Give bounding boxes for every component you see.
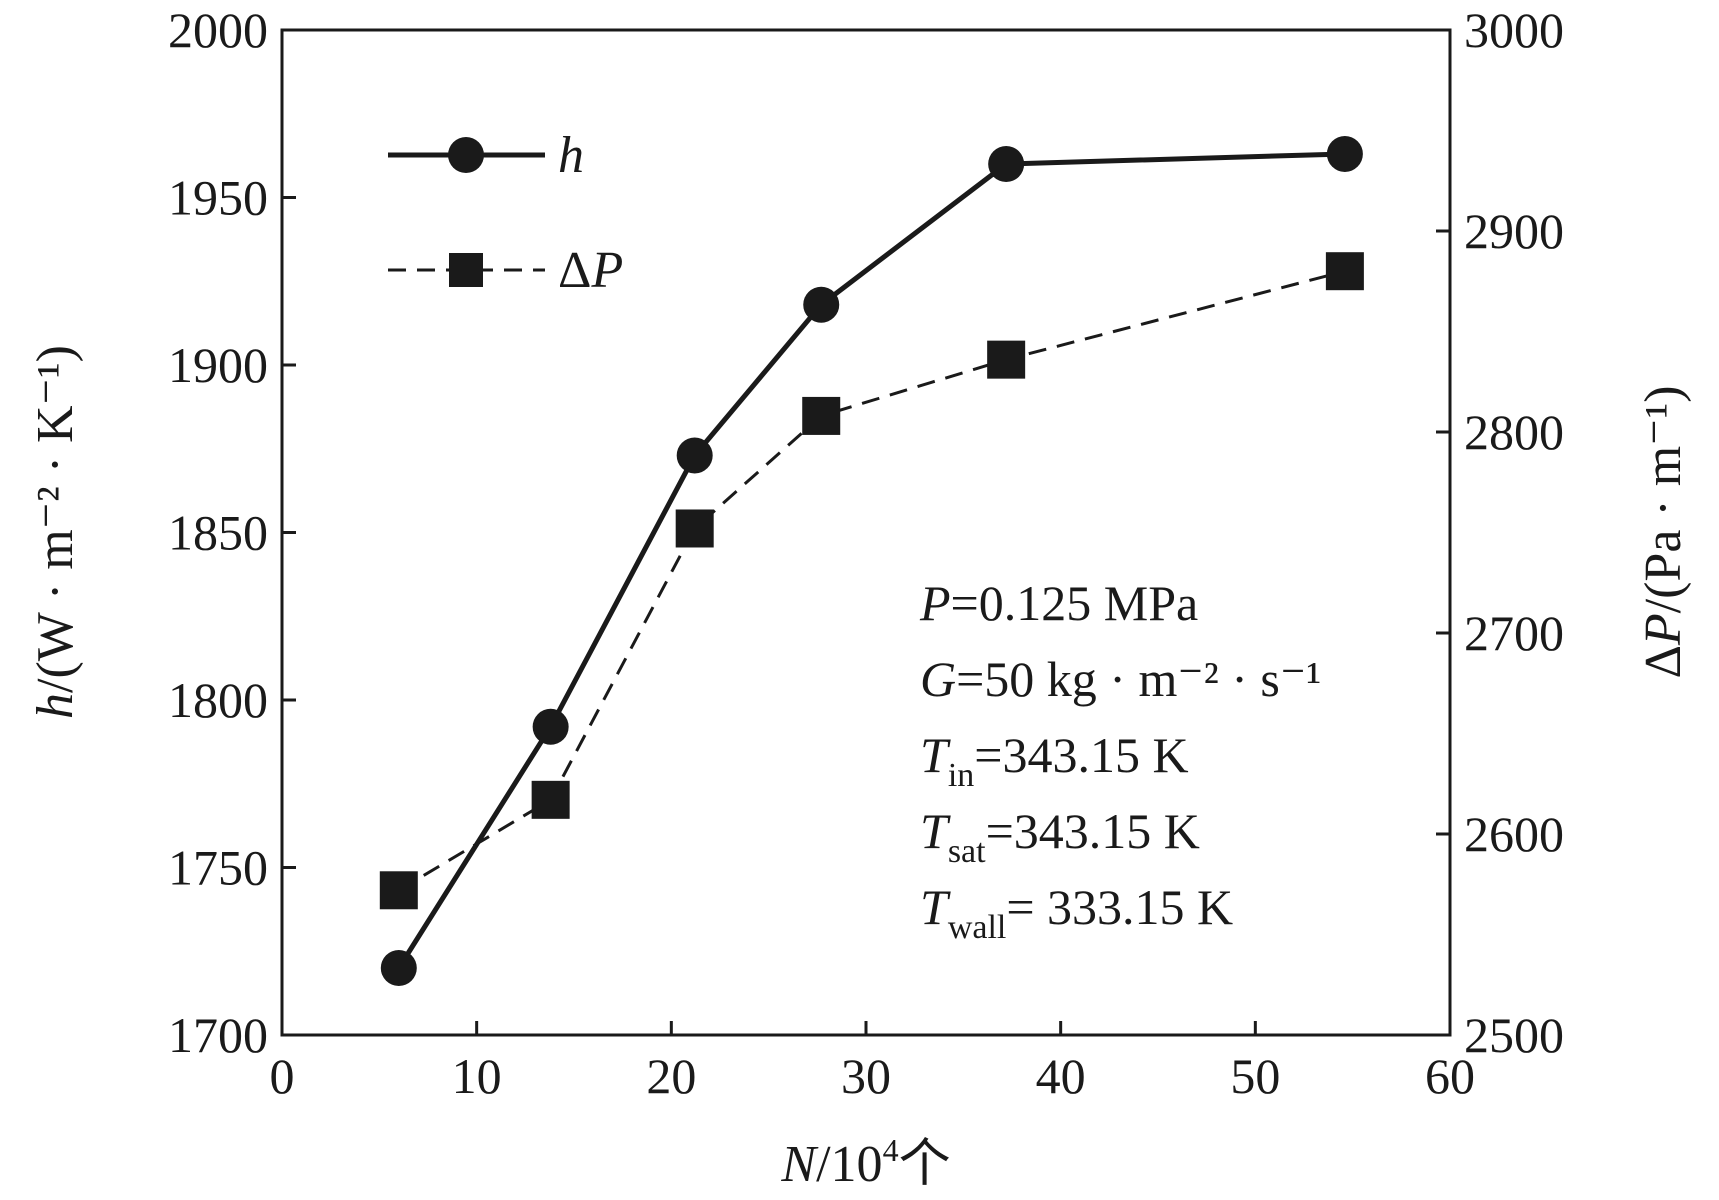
x-axis-label-var: N [780,1136,819,1193]
series-layer [379,135,1364,986]
legend-label-dp: ΔP [558,242,623,299]
x-tick-label: 10 [452,1048,502,1104]
left-y-tick-label: 1950 [168,170,268,226]
right-y-tick-label: 2600 [1464,806,1564,862]
annotation-text: =50 kg · m⁻² · s⁻¹ [956,651,1321,707]
annotation-var: T [920,803,951,859]
left-y-axis-label-text: /(W · m⁻² · K⁻¹) [27,345,84,693]
x-tick-label: 60 [1425,1048,1475,1104]
annotation-sub: sat [948,833,986,870]
x-tick-label: 0 [270,1048,295,1104]
right-y-tick-label: 2700 [1464,605,1564,661]
right-y-axis-label-text: /(Pa · m⁻¹) [1635,385,1692,613]
annotation-text: =343.15 K [986,803,1200,859]
data-point-h [1326,135,1363,172]
data-point-h [988,146,1025,182]
right-y-tick-label: 2900 [1464,203,1564,259]
annotation-var: G [920,651,956,707]
annotation-line: Tsat=343.15 K [920,803,1200,870]
series-line-h [396,151,1345,970]
annotation-var: P [919,575,951,631]
legend-label-dp-delta: Δ [558,242,591,299]
legend-marker-h [448,137,484,173]
left-y-axis-ticks: 1700 1750 1800 1850 1900 1950 2000 [168,2,296,1063]
right-y-axis-label: ΔP/(Pa · m⁻¹) [1635,385,1692,678]
left-y-tick-label: 2000 [168,2,268,58]
legend-label-h: h [558,127,584,184]
left-y-axis-label-var: h [27,693,84,719]
annotation-text: = 333.15 K [1006,879,1233,935]
right-y-axis-ticks: 2500 2600 2700 2800 2900 3000 [1436,2,1564,1063]
annotation-line: P=0.125 MPa [919,575,1198,631]
left-y-tick-label: 1900 [168,337,268,393]
data-point-dp [987,340,1026,379]
data-point-h [803,286,840,323]
x-tick-label: 20 [646,1048,696,1104]
data-point-h [380,950,417,986]
annotation-text: =343.15 K [974,727,1188,783]
x-tick-label: 30 [841,1048,891,1104]
data-point-h [676,437,713,474]
left-y-tick-label: 1850 [168,505,268,561]
right-y-tick-label: 2500 [1464,1007,1564,1063]
x-axis-ticks: 0 10 20 30 40 50 60 [270,1021,1475,1104]
annotation-line: Tin=343.15 K [920,727,1189,794]
annotation-sub: in [948,757,974,794]
annotation-line: Twall= 333.15 K [920,879,1233,946]
data-point-dp [379,871,418,910]
data-point-dp [802,396,841,435]
right-y-axis-label-var: P [1635,613,1692,646]
plot-frame [280,28,1452,1037]
x-axis-label-rest: /10 [816,1136,882,1193]
left-y-axis-label: h/(W · m⁻² · K⁻¹) [27,345,84,719]
annotation-var: T [920,727,951,783]
legend-marker-dp [449,253,483,287]
right-y-axis-label-delta: Δ [1635,645,1692,678]
series-line-dp [398,269,1346,892]
x-axis-label-tail: 个 [899,1134,951,1194]
right-y-tick-label: 3000 [1464,2,1564,58]
left-y-tick-label: 1750 [168,840,268,896]
data-point-dp [675,509,714,548]
data-point-dp [531,780,570,819]
data-point-dp [1325,252,1364,291]
x-tick-label: 40 [1036,1048,1086,1104]
left-y-tick-label: 1800 [168,672,268,728]
right-y-tick-label: 2800 [1464,404,1564,460]
legend: h ΔP [388,127,623,299]
x-tick-label: 50 [1230,1048,1280,1104]
legend-label-dp-var: P [590,242,623,299]
x-axis-label: N/104个 [780,1132,950,1194]
annotation-sub: wall [948,909,1007,946]
left-y-tick-label: 1700 [168,1007,268,1063]
annotation-text: =0.125 MPa [951,575,1199,631]
annotation-line: G=50 kg · m⁻² · s⁻¹ [920,651,1321,707]
annotation-var: T [920,879,951,935]
x-axis-label-sup: 4 [883,1132,899,1168]
data-point-h [532,708,569,745]
